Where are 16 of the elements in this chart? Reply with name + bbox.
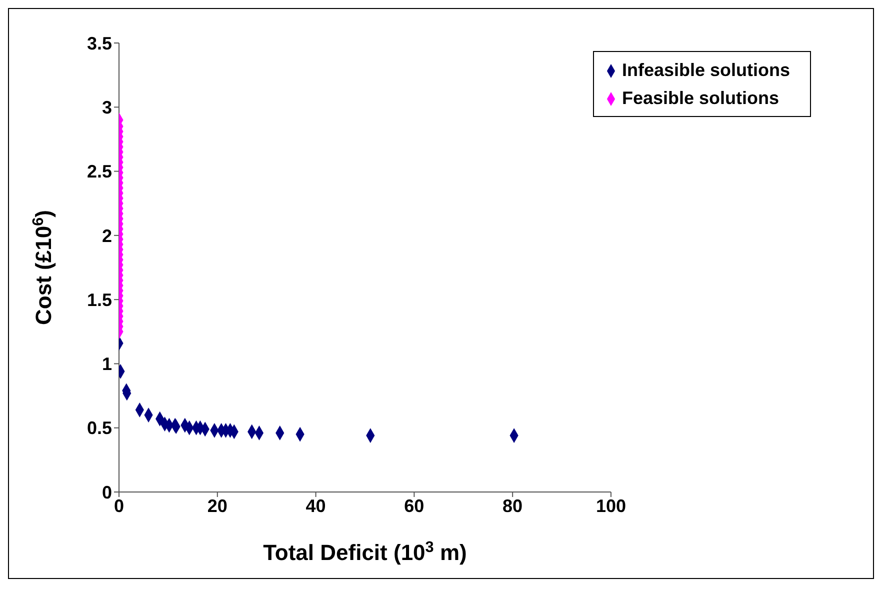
y-tick-label: 1 [102,354,112,374]
legend-label: Infeasible solutions [622,60,790,80]
x-tick-label: 40 [306,496,326,516]
x-tick-label: 100 [596,496,626,516]
y-tick-label: 3.5 [86,33,112,54]
y-tick-label: 3 [102,98,112,118]
x-axis-title: Total Deficit (10$^{3}$ m) [263,538,467,565]
y-tick-label: 0.5 [86,418,112,438]
x-tick-label: 20 [207,496,228,516]
x-tick-label: 80 [502,496,523,516]
y-tick-label: 0 [102,482,112,502]
y-tick-label: 2 [102,226,112,246]
legend-label: Feasible solutions [622,88,780,108]
y-tick-label: 2.5 [86,162,112,182]
y-tick-label: 1.5 [86,290,112,310]
x-tick-label: 60 [404,496,424,516]
